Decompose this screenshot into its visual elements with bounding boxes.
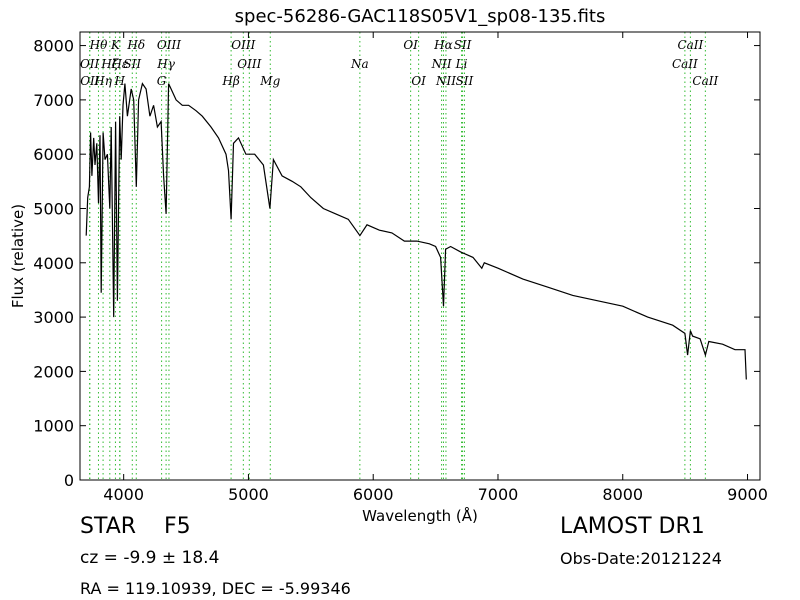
object-class: STAR F5 [80,514,191,539]
line-label-19: OI [411,74,426,88]
line-label-3: Hη [93,74,112,88]
line-label-10: OIII [157,38,181,52]
line-label-21: NII [431,57,452,71]
x-tick-label-4: 8000 [602,485,643,504]
line-label-11: Hγ [156,57,175,71]
line-label-28: CaII [692,74,718,88]
subclass-label: F5 [164,514,191,539]
y-axis-label: Flux (relative) [9,204,27,308]
y-tick-label-6: 6000 [33,145,74,164]
line-label-15: OIII [237,57,261,71]
obs-date: Obs-Date:20121224 [560,549,722,568]
line-label-4: Hζ [100,57,119,71]
line-label-22: NII [435,74,456,88]
x-tick-label-3: 7000 [478,485,519,504]
y-tick-label-8: 8000 [33,37,74,56]
line-label-0: OII [80,57,100,71]
x-axis-ticks: 4000 5000 6000 7000 8000 9000 [103,32,768,504]
line-label-5: K [110,38,121,52]
y-tick-label-4: 4000 [33,254,74,273]
line-label-13: OIII [231,38,255,52]
y-tick-label-5: 5000 [33,199,74,218]
line-label-9: Hδ [126,38,145,52]
x-tick-label-0: 4000 [103,485,144,504]
y-axis-ticks: 0 1000 2000 3000 4000 5000 6000 7000 8000 [33,37,760,490]
y-tick-label-0: 0 [64,471,74,490]
line-label-18: OI [403,38,418,52]
y-tick-label-3: 3000 [33,308,74,327]
chart-title: spec-56286-GAC118S05V1_sp08-135.fits [235,6,606,27]
class-label: STAR [80,514,137,539]
x-tick-label-5: 9000 [727,485,768,504]
line-label-24: Li [455,57,468,71]
line-label-12: G [157,74,167,88]
line-label-20: Hα [433,38,453,52]
spectrum-line [85,82,747,380]
y-tick-label-1: 1000 [33,417,74,436]
survey-label: LAMOST DR1 [560,514,705,539]
plot-frame [79,31,761,481]
line-label-6: SII [123,57,141,71]
line-label-16: Mg [259,74,280,88]
spectral-line-markers [89,32,706,480]
line-label-23: SII [454,38,472,52]
line-label-1: Hθ [89,38,108,52]
line-label-8: Hε [110,57,128,71]
x-tick-label-1: 5000 [228,485,269,504]
x-tick-label-2: 6000 [353,485,394,504]
line-label-14: Hβ [221,74,239,88]
line-label-26: CaII [677,38,703,52]
x-axis-label: Wavelength (Å) [362,506,478,525]
line-label-25: SII [456,74,474,88]
line-label-17: Na [350,57,369,71]
redshift-text: cz = -9.9 ± 18.4 [80,548,220,568]
y-tick-label-2: 2000 [33,362,74,381]
coordinates-text: RA = 119.10939, DEC = -5.99346 [80,579,351,598]
line-label-27: CaII [672,57,698,71]
line-label-2: OII [80,74,100,88]
y-tick-label-7: 7000 [33,91,74,110]
line-label-7: H [113,74,125,88]
